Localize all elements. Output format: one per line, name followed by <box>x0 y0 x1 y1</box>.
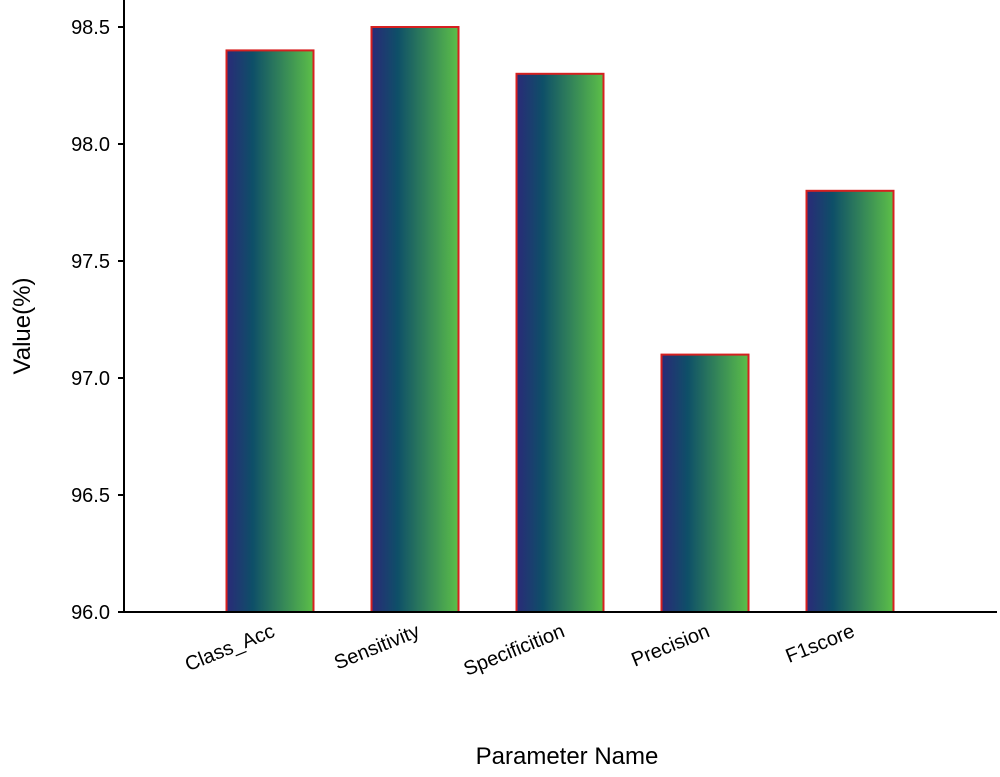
y-tick-label: 97.0 <box>71 368 110 390</box>
bar-precision <box>660 353 750 613</box>
y-tick-label: 98.5 <box>71 17 110 39</box>
y-tick-label: 96.5 <box>71 485 110 507</box>
x-tick-labels: Class_Acc Sensitivity Specificition Precisi… <box>182 620 858 680</box>
x-tick-label-sensitivity: Sensitivity <box>331 620 423 674</box>
y-tick-label: 98.0 <box>71 134 110 156</box>
y-tick-label: 96.0 <box>71 602 110 624</box>
x-tick-label-specificition: Specificition <box>461 620 568 680</box>
y-tick-label: 97.5 <box>71 251 110 273</box>
bars-layer <box>225 26 895 614</box>
x-tick-label-class-acc: Class_Acc <box>182 620 278 676</box>
ticks-layer: 96.0 96.5 97.0 97.5 98.0 98.5 <box>71 17 124 624</box>
bar-specificition <box>515 72 605 614</box>
bar-sensitivity <box>370 26 460 613</box>
x-axis-title: Parameter Name <box>476 743 659 770</box>
y-axis-title: Value(%) <box>9 278 36 375</box>
bar-class-acc <box>225 49 315 613</box>
axes-layer <box>123 0 997 613</box>
bar-f1score <box>805 189 895 614</box>
x-tick-label-precision: Precision <box>628 620 713 671</box>
x-tick-label-f1score: F1score <box>783 620 858 667</box>
